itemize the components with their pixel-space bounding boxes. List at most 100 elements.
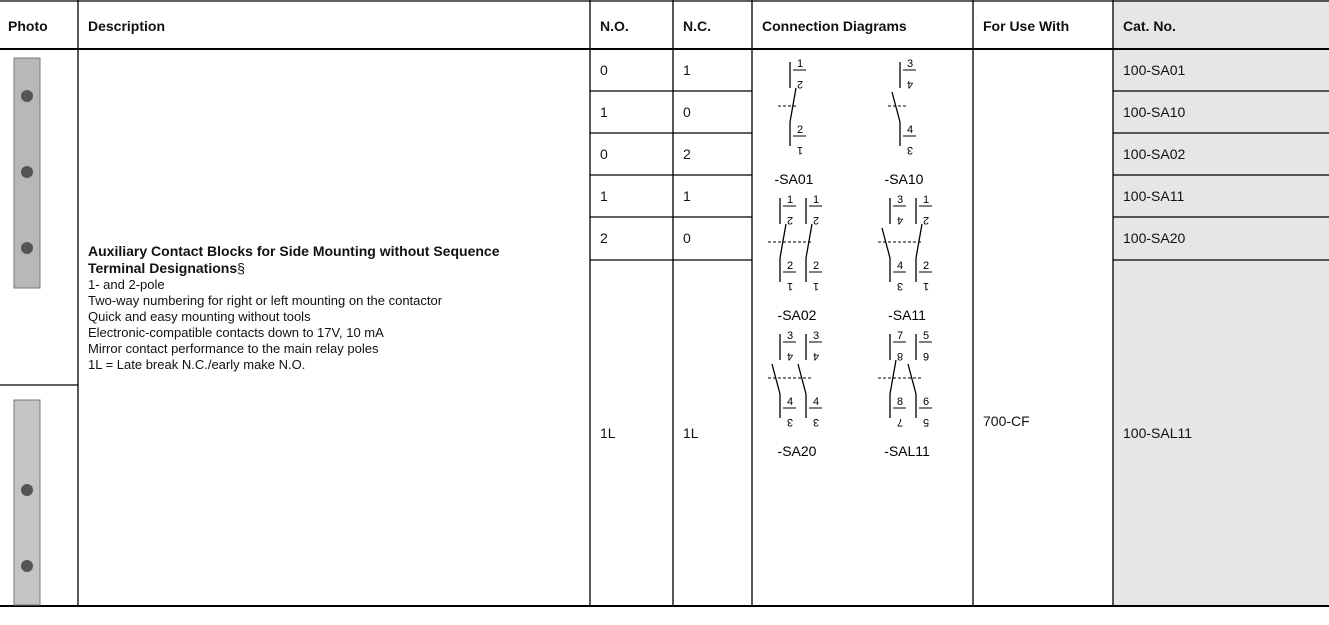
terminal-label: 1 xyxy=(787,194,793,206)
cat-bg xyxy=(1113,0,1329,606)
terminal-label: 1 xyxy=(813,280,819,292)
description-line: Electronic-compatible contacts down to 1… xyxy=(88,325,384,340)
nc-cell: 2 xyxy=(683,146,691,162)
diagram-caption: -SAL11 xyxy=(884,443,930,459)
nc-cell: 1 xyxy=(683,62,691,78)
nc-cell: 0 xyxy=(683,230,691,246)
terminal-label: 1 xyxy=(923,280,929,292)
cat-no-cell: 100-SA11 xyxy=(1123,188,1185,204)
description-line: Mirror contact performance to the main r… xyxy=(88,341,379,356)
description-line: Two-way numbering for right or left moun… xyxy=(88,293,443,308)
terminal-label: 4 xyxy=(813,350,819,362)
no-cell: 0 xyxy=(600,146,608,162)
terminal-label: 3 xyxy=(907,144,913,156)
no-cell: 1 xyxy=(600,188,608,204)
terminal-label: 3 xyxy=(813,330,819,342)
cat-no-cell: 100-SA10 xyxy=(1123,104,1186,120)
diagram-caption: -SA01 xyxy=(775,171,814,187)
photo-1 xyxy=(13,57,41,289)
terminal-label: 4 xyxy=(907,124,913,136)
nc-cell: 1L xyxy=(683,425,699,441)
connection-diagrams: -SA01 1 2 2 1 -SA10 3 4 4 3 -SA02 1 2 2 1 1 2 2 1 -SA11 3 4 4 3… xyxy=(768,58,932,459)
terminal-label: 1 xyxy=(923,194,929,206)
cat-no-cell: 100-SA01 xyxy=(1123,62,1186,78)
use-with: 700-CF xyxy=(983,413,1030,429)
contact xyxy=(889,359,897,395)
terminal-label: 4 xyxy=(787,396,793,408)
description-title: Auxiliary Contact Blocks for Side Mounti… xyxy=(88,243,500,276)
terminal-label: 2 xyxy=(923,214,929,226)
contact xyxy=(771,363,781,395)
photo-2 xyxy=(13,399,41,606)
terminal-label: 2 xyxy=(923,260,929,272)
terminal-label: 3 xyxy=(897,280,903,292)
nc-cell: 1 xyxy=(683,188,691,204)
terminal-label: 5 xyxy=(923,416,929,428)
footnote-mark: § xyxy=(237,260,245,276)
terminal-label: 6 xyxy=(923,396,929,408)
terminal-label: 1 xyxy=(797,144,803,156)
terminal-label: 8 xyxy=(897,396,903,408)
terminal-label: 4 xyxy=(897,260,903,272)
contact xyxy=(805,223,813,259)
contact xyxy=(797,363,807,395)
header-description: Description xyxy=(88,18,166,34)
nc-cell: 0 xyxy=(683,104,691,120)
description-line: 1- and 2-pole xyxy=(88,277,165,292)
terminal-label: 2 xyxy=(813,214,819,226)
terminal-label: 2 xyxy=(797,124,803,136)
terminal-label: 2 xyxy=(797,78,803,90)
terminal-label: 8 xyxy=(897,350,903,362)
terminal-label: 4 xyxy=(787,350,793,362)
no-cell: 1 xyxy=(600,104,608,120)
terminal-label: 4 xyxy=(907,78,913,90)
diagram-caption: -SA02 xyxy=(778,307,817,323)
diagram-caption: -SA10 xyxy=(885,171,924,187)
terminal-label: 3 xyxy=(787,416,793,428)
description-lines: 1- and 2-pole Two-way numbering for right… xyxy=(88,277,528,373)
rules xyxy=(0,0,1329,607)
terminal-label: 7 xyxy=(897,330,903,342)
terminal-label: 3 xyxy=(897,194,903,206)
header-no: N.O. xyxy=(600,18,629,34)
terminal-label: 2 xyxy=(787,260,793,272)
terminal-label: 2 xyxy=(813,260,819,272)
header-diagrams: Connection Diagrams xyxy=(762,18,907,34)
diagram-caption: -SA20 xyxy=(778,443,817,459)
cat-no-cell: 100-SAL11 xyxy=(1123,425,1193,441)
terminal-label: 4 xyxy=(897,214,903,226)
terminal-label: 3 xyxy=(907,58,913,70)
terminal-label: 3 xyxy=(813,416,819,428)
description-line: 1L = Late break N.C./early make N.O. xyxy=(88,357,306,372)
no-cell: 2 xyxy=(600,230,608,246)
terminal-label: 2 xyxy=(787,214,793,226)
description: Auxiliary Contact Blocks for Side Mounti… xyxy=(88,243,528,373)
terminal-label: 1 xyxy=(787,280,793,292)
contact xyxy=(915,223,923,259)
contact xyxy=(891,91,901,123)
contact xyxy=(907,363,917,395)
terminal-label: 5 xyxy=(923,330,929,342)
contact xyxy=(779,223,787,259)
terminal-label: 6 xyxy=(923,350,929,362)
terminal-label: 1 xyxy=(813,194,819,206)
cat-no-cell: 100-SA02 xyxy=(1123,146,1186,162)
contact xyxy=(789,87,797,123)
header-nc: N.C. xyxy=(683,18,711,34)
no-cell: 1L xyxy=(600,425,616,441)
header-cat-no: Cat. No. xyxy=(1123,18,1176,34)
contact xyxy=(881,227,891,259)
cat-no-cell: 100-SA20 xyxy=(1123,230,1186,246)
terminal-label: 7 xyxy=(897,416,903,428)
diagram-caption: -SA11 xyxy=(888,307,926,323)
no-cell: 0 xyxy=(600,62,608,78)
terminal-label: 3 xyxy=(787,330,793,342)
header-photo: Photo xyxy=(8,18,48,34)
header-use-with: For Use With xyxy=(983,18,1070,34)
description-line: Quick and easy mounting without tools xyxy=(88,309,311,324)
terminal-label: 4 xyxy=(813,396,819,408)
terminal-label: 1 xyxy=(797,58,803,70)
